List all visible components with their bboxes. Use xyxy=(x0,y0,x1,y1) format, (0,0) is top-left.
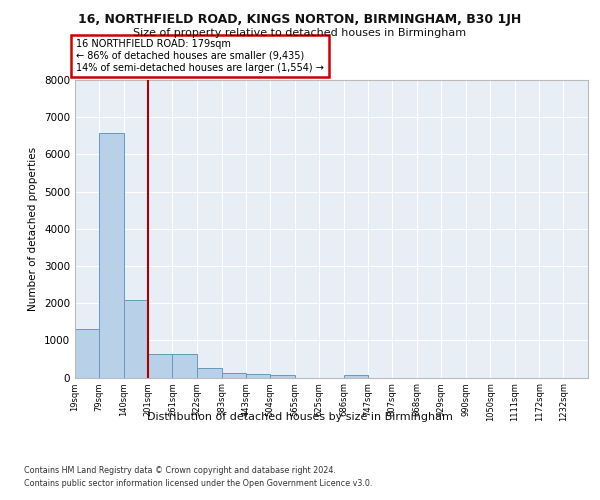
Bar xyxy=(270,376,295,378)
Bar xyxy=(246,374,270,378)
Bar xyxy=(75,329,100,378)
Text: Size of property relative to detached houses in Birmingham: Size of property relative to detached ho… xyxy=(133,28,467,38)
Text: Contains public sector information licensed under the Open Government Licence v3: Contains public sector information licen… xyxy=(24,479,373,488)
Text: 16, NORTHFIELD ROAD, KINGS NORTON, BIRMINGHAM, B30 1JH: 16, NORTHFIELD ROAD, KINGS NORTON, BIRMI… xyxy=(79,12,521,26)
Text: Distribution of detached houses by size in Birmingham: Distribution of detached houses by size … xyxy=(147,412,453,422)
Bar xyxy=(344,376,368,378)
Bar xyxy=(197,368,221,378)
Bar xyxy=(124,300,148,378)
Y-axis label: Number of detached properties: Number of detached properties xyxy=(28,146,38,311)
Text: 16 NORTHFIELD ROAD: 179sqm
← 86% of detached houses are smaller (9,435)
14% of s: 16 NORTHFIELD ROAD: 179sqm ← 86% of deta… xyxy=(76,40,323,72)
Bar xyxy=(148,354,173,378)
Bar xyxy=(99,133,124,378)
Text: Contains HM Land Registry data © Crown copyright and database right 2024.: Contains HM Land Registry data © Crown c… xyxy=(24,466,336,475)
Bar xyxy=(172,354,197,378)
Bar xyxy=(221,372,246,378)
